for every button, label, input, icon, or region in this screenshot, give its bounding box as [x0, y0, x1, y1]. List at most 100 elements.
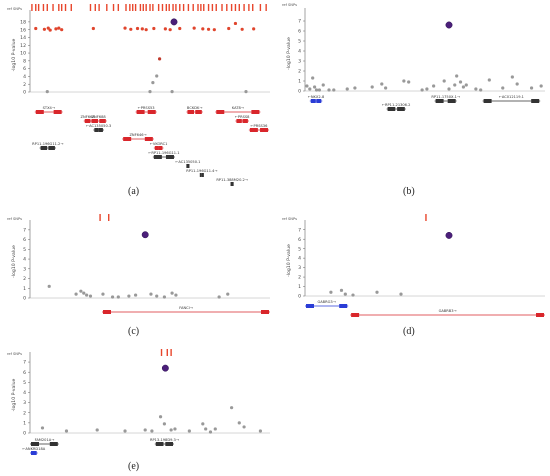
- y-tick-label: 18: [20, 19, 26, 25]
- gene-exon: [397, 107, 405, 111]
- gene-exon: [230, 182, 233, 186]
- y-tick-label: 10: [20, 51, 26, 57]
- y-axis-label: -log10 P-value: [11, 245, 17, 278]
- data-point: [57, 26, 61, 30]
- data-point: [101, 292, 105, 296]
- gene-label: RP13-198D9.3→: [150, 438, 179, 442]
- y-tick-label: 16: [20, 27, 26, 33]
- data-point: [432, 84, 436, 88]
- gene-label: ←AC135050.3: [86, 124, 111, 128]
- data-point: [127, 294, 131, 298]
- y-axis-label: -log10 P-value: [286, 37, 292, 70]
- data-point: [162, 295, 166, 299]
- data-point: [173, 427, 177, 431]
- snp-tick: [132, 4, 134, 11]
- y-tick-label: 7: [23, 360, 26, 366]
- gene-label: ←PRSS36: [251, 124, 269, 128]
- gene-exon: [242, 119, 248, 123]
- snp-tick: [35, 4, 37, 11]
- data-point: [351, 293, 355, 297]
- panel-d: ref SNPs 0 1 2 3 4 5 6 7 -log10 P-value GABRG3→ GAB…: [282, 214, 545, 317]
- snp-tick: [89, 4, 92, 11]
- snp-tick: [182, 4, 185, 11]
- snp-track-label: ref SNPs: [7, 217, 22, 221]
- gene-exon: [195, 110, 202, 114]
- y-axis-label: -log10 P-value: [11, 38, 17, 71]
- gene-exon: [35, 110, 44, 114]
- y-tick-label: 5: [298, 39, 301, 45]
- gene-exon: [154, 146, 159, 150]
- snp-tick: [157, 4, 160, 11]
- data-point: [123, 26, 127, 30]
- data-point: [208, 430, 213, 434]
- y-axis-label: -log10 P-value: [286, 244, 292, 277]
- data-point: [380, 82, 384, 86]
- gene-exon: [158, 146, 163, 150]
- snp-tick: [221, 4, 223, 11]
- data-point: [151, 81, 155, 85]
- snp-tick: [252, 4, 254, 11]
- data-point: [464, 83, 468, 87]
- data-point: [48, 28, 52, 32]
- gene-exon: [31, 442, 39, 446]
- y-tick-label: 4: [298, 49, 301, 55]
- snp-tick: [265, 4, 267, 11]
- panel-a: ref SNPs 0 2 4 6 810 12 14 16 18 -log10 P-value STX…: [7, 4, 270, 186]
- gene-label: ZNF688: [92, 115, 107, 119]
- snp-tick: [425, 214, 427, 221]
- gene-exon: [144, 137, 153, 141]
- data-point: [201, 422, 205, 426]
- snp-tick: [187, 4, 190, 11]
- gene-label: RP11-1750X.1→: [431, 95, 460, 99]
- data-point: [168, 28, 172, 32]
- y-tick-label: 6: [23, 66, 26, 72]
- data-point: [217, 295, 221, 299]
- y-tick-label: 0: [23, 431, 26, 437]
- y-tick-label: 6: [298, 237, 301, 243]
- snp-tick: [243, 4, 245, 11]
- gene-exon: [216, 110, 225, 114]
- data-point: [313, 85, 317, 89]
- data-point: [308, 87, 312, 91]
- snp-tick: [238, 4, 240, 11]
- data-point: [339, 288, 344, 292]
- snp-tick: [207, 4, 210, 11]
- data-point: [474, 87, 478, 91]
- gene-exon: [231, 182, 234, 186]
- data-point: [212, 28, 216, 32]
- gene-label: RP11-388M20.2→: [216, 178, 248, 182]
- data-point: [384, 86, 388, 90]
- y-tick-label: 1: [298, 79, 301, 85]
- snp-tick: [172, 4, 174, 11]
- data-point: [311, 76, 315, 80]
- data-point: [144, 28, 148, 32]
- panel-e: ref SNPs 0 1 2 3 4 5 6 7 -log10 P-value FAM201A→ ←A…: [7, 349, 270, 455]
- data-point: [442, 79, 446, 83]
- snp-tick: [200, 4, 202, 11]
- data-point: [47, 284, 51, 288]
- y-tick-label: 14: [20, 35, 26, 41]
- data-point: [60, 28, 64, 32]
- snp-tick: [98, 4, 100, 11]
- snp-tick: [203, 4, 205, 11]
- lead-snp-point: [445, 21, 453, 29]
- gene-label: ←PRSS53: [138, 106, 155, 110]
- y-tick-label: 0: [23, 296, 26, 302]
- y-tick-label: 0: [298, 89, 301, 95]
- snp-tick: [142, 4, 144, 11]
- gene-exon: [91, 119, 99, 123]
- y-tick-label: 3: [298, 59, 301, 65]
- data-point: [85, 293, 89, 297]
- data-point: [143, 428, 147, 432]
- y-axis-label: -log10 P-value: [11, 378, 17, 411]
- y-tick-label: 5: [23, 380, 26, 386]
- data-point: [170, 90, 174, 94]
- y-tick-label: 7: [298, 19, 301, 25]
- data-point: [134, 293, 138, 297]
- data-point: [149, 292, 153, 296]
- snp-tick: [112, 4, 115, 11]
- data-point: [155, 74, 159, 78]
- snp-tick: [234, 4, 237, 11]
- data-point: [54, 27, 58, 31]
